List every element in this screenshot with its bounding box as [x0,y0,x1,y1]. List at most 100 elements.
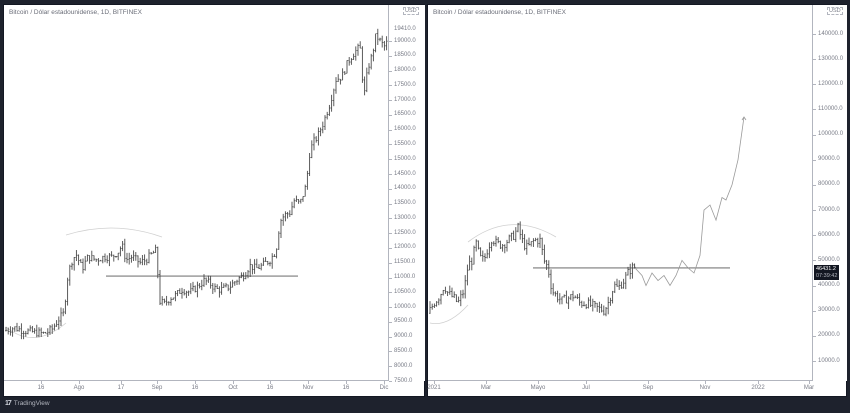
price-label: 12500.0 [394,229,416,236]
price-label: 90000.0 [818,156,840,163]
price-label: 15000.0 [394,155,416,162]
time-axis-left[interactable]: 16 Ago 17 Sep 16 Oct 16 Nov 16 Dic [4,380,388,396]
time-label: Ago [73,385,85,391]
price-tick [813,210,816,212]
chart-title-right: Bitcoin / Dólar estadounidense, 1D, BITF… [433,9,566,16]
time-tick [434,381,435,384]
time-label: Jul [582,385,590,391]
price-tick [813,84,816,86]
price-axis-right[interactable]: 10000.0 20000.0 30000.0 40000.0 50000.0 60000… [812,5,847,381]
price-label: 80000.0 [818,181,840,188]
arc-drawing[interactable] [5,322,67,338]
price-tick [813,59,816,61]
time-tick [195,381,196,384]
price-tick [389,41,392,42]
projection-path[interactable] [634,116,745,287]
price-label: 8500.0 [394,347,413,354]
time-label: Nov [699,385,711,391]
currency-label[interactable]: USD [403,7,419,15]
price-tick [389,70,392,72]
price-tick [389,188,392,190]
chart-panel-right[interactable]: Bitcoin / Dólar estadounidense, 1D, BITF… [427,4,847,397]
time-label: Sep [642,385,654,391]
price-tick [813,184,816,186]
time-label: Mayo [530,385,546,391]
price-label: 14500.0 [394,170,416,177]
price-tick [813,335,816,337]
price-label: 11500.0 [394,259,416,266]
price-label: 120000.0 [818,80,844,87]
price-tick [813,159,816,161]
price-label: 40000.0 [818,282,840,289]
price-tick [389,174,392,176]
arc-drawing[interactable] [65,227,163,238]
time-label: 17 [117,385,125,391]
price-tick [813,310,816,312]
time-tick [648,381,649,384]
time-label: Sep [151,385,163,391]
annotations [5,227,298,338]
price-label: 7500.0 [394,377,413,384]
chart-title-left: Bitcoin / Dólar estadounidense, 1D, BITF… [9,9,142,16]
time-label: 16 [37,385,45,391]
price-label: 14000.0 [394,185,416,192]
price-axis-left[interactable]: 7500.0 8000.0 8500.0 9000.0 9500.0 10000.0 105… [388,5,425,384]
time-tick [41,381,42,384]
time-axis-right[interactable]: 2021 Mar Mayo Jul Sep Nov 2022 Mar [427,380,814,396]
ohlc-bars [429,221,636,317]
price-label: 140000.0 [818,30,844,37]
price-label: 50000.0 [818,256,840,263]
price-label: 60000.0 [818,231,840,238]
annotations [429,224,730,324]
price-label: 10000.0 [818,357,840,364]
price-tick [389,381,392,382]
price-label: 9000.0 [394,333,413,340]
price-tick [389,247,392,249]
price-tick [389,85,392,87]
time-tick [809,381,810,384]
tradingview-logo-icon: 17 [5,400,12,407]
time-tick [308,381,309,384]
time-label: Oct [228,385,238,391]
time-tick [233,381,234,384]
price-label: 11000.0 [394,274,416,281]
time-tick [758,381,759,384]
time-tick [705,381,706,384]
arc-drawing[interactable] [467,224,557,243]
price-tick [389,100,392,102]
time-label: Nov [302,385,314,391]
price-tick [389,233,392,235]
time-tick [121,381,122,384]
time-label: 16 [191,385,199,391]
price-tick [389,114,392,116]
price-label: 9500.0 [394,318,413,325]
price-tick [389,336,392,338]
time-label: 2022 [751,385,765,391]
price-label: 12000.0 [394,244,416,251]
time-label: Mar [480,385,492,391]
price-tick [389,351,392,353]
last-price-tag: 46431.2 07:39:42 [814,265,840,281]
arc-drawing[interactable] [429,304,469,324]
brand-name: TradingView [13,400,50,407]
time-tick [270,381,271,384]
last-price-value: 46431.2 [816,266,836,273]
time-label: 2021 [427,385,441,391]
price-tick [389,307,392,309]
price-label: 19000.0 [394,37,416,44]
chart-panel-left[interactable]: Bitcoin / Dólar estadounidense, 1D, BITF… [3,4,425,397]
price-label: 13500.0 [394,200,416,207]
price-chart-right[interactable] [428,5,812,382]
price-tick [389,144,392,146]
price-label: 100000.0 [818,131,844,138]
time-tick [486,381,487,384]
price-tick [389,366,392,368]
price-label: 16500.0 [394,111,416,118]
price-tick [389,203,392,205]
price-label: 16000.0 [394,126,416,133]
currency-label[interactable]: USD [827,7,843,15]
price-label: 17500.0 [394,81,416,88]
tradingview-logo[interactable]: 17 TradingView [5,400,50,407]
time-tick [157,381,158,384]
price-chart-left[interactable] [4,5,388,382]
